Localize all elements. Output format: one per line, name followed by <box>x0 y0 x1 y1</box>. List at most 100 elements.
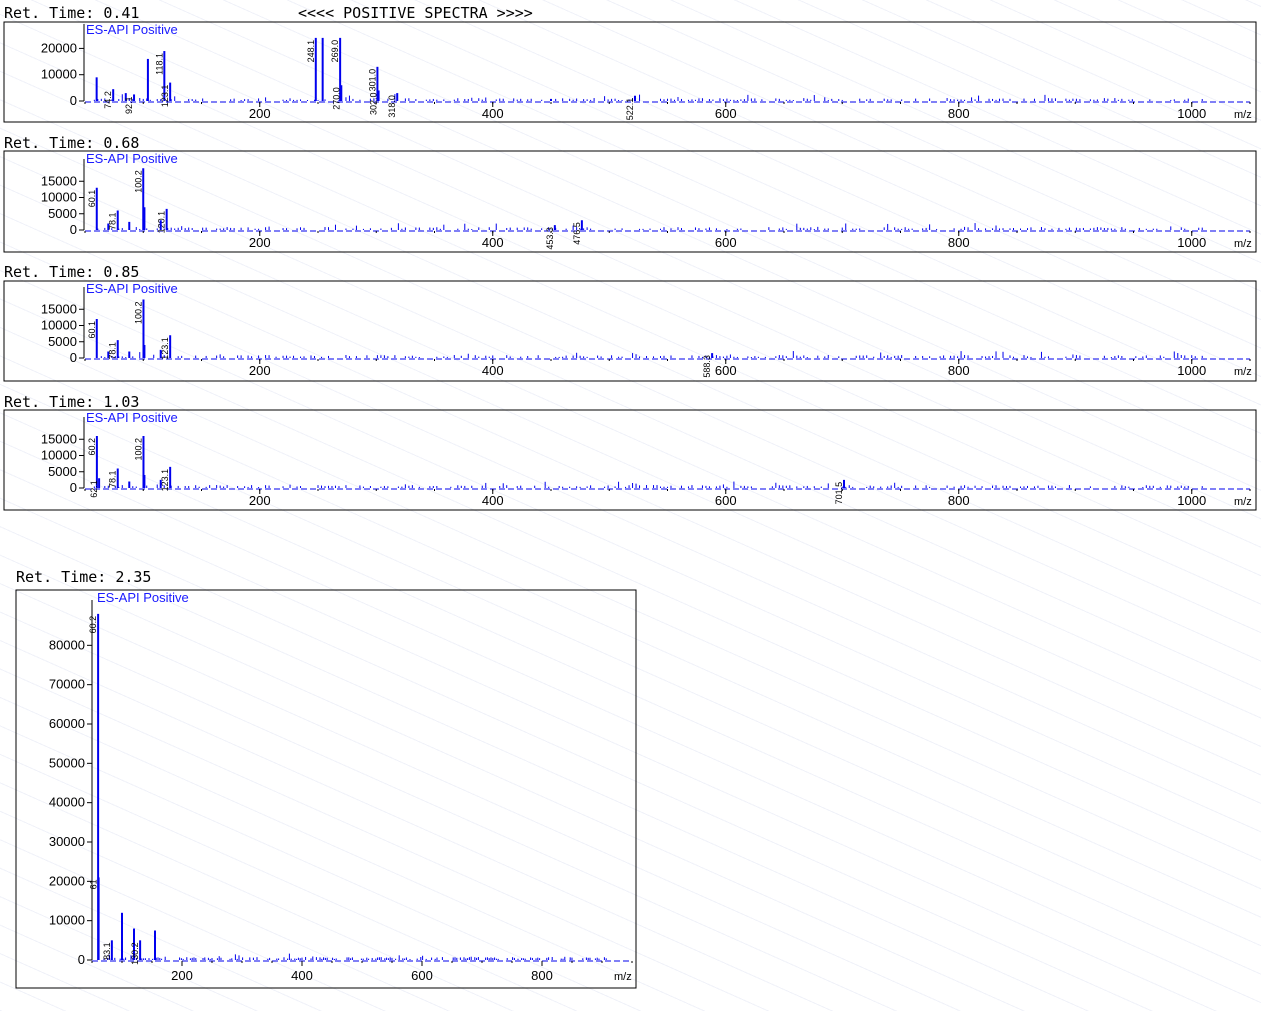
x-tick-label: 800 <box>948 106 970 121</box>
y-tick-label: 10000 <box>41 67 77 82</box>
x-tick-label: 400 <box>482 493 504 508</box>
x-tick-label: 200 <box>249 363 271 378</box>
plot-frame <box>3 409 1257 511</box>
peak-label: 270.0 <box>331 87 341 110</box>
y-tick-label: 40000 <box>49 795 85 810</box>
x-tick-label: 1000 <box>1177 106 1206 121</box>
x-tick-label: 600 <box>715 106 737 121</box>
y-tick-label: 10000 <box>41 318 77 333</box>
x-tick-label: 800 <box>948 363 970 378</box>
peak-label: 123.1 <box>160 337 170 360</box>
x-tick-label: 200 <box>249 106 271 121</box>
y-tick-label: 0 <box>70 350 77 365</box>
peak-label: 701.5 <box>834 482 844 505</box>
x-tick-label: 1000 <box>1177 493 1206 508</box>
rt-label-4: Ret. Time: 1.03 <box>4 393 140 411</box>
y-tick-label: 0 <box>70 222 77 237</box>
x-tick-label: 800 <box>948 235 970 250</box>
peak-label: 78.1 <box>108 342 118 360</box>
y-tick-label: 0 <box>78 952 85 967</box>
peak-label: 100.2 <box>133 438 143 461</box>
peak-label: 248.1 <box>306 40 316 63</box>
y-tick-label: 0 <box>70 93 77 108</box>
y-tick-label: 80000 <box>49 637 85 652</box>
trace-label: ES-API Positive <box>86 22 178 37</box>
y-tick-label: 5000 <box>48 334 77 349</box>
y-tick-label: 60000 <box>49 716 85 731</box>
y-tick-label: 50000 <box>49 755 85 770</box>
peak-label: 100.2 <box>133 170 143 193</box>
y-tick-label: 10000 <box>49 913 85 928</box>
x-tick-label: 400 <box>482 106 504 121</box>
x-tick-label: 800 <box>948 493 970 508</box>
peak-label: 123.1 <box>160 85 170 108</box>
peak-label: 100.2 <box>133 302 143 325</box>
y-tick-label: 0 <box>70 480 77 495</box>
x-tick-label: 600 <box>715 493 737 508</box>
peak-label: 453.3 <box>545 227 555 250</box>
peak-label: 269.0 <box>330 40 340 63</box>
peak-label: 476.5 <box>572 222 582 245</box>
peak-label: 60.1 <box>87 321 97 339</box>
trace-label: ES-API Positive <box>86 281 178 296</box>
trace-label: ES-API Positive <box>97 590 189 605</box>
peak-label: 318.0 <box>387 95 397 118</box>
y-tick-label: 15000 <box>41 173 77 188</box>
peak-label: 83.1 <box>102 942 112 960</box>
trace-label: ES-API Positive <box>86 410 178 425</box>
peak-label: 62.1 <box>89 480 99 498</box>
peak-label: 92.1 <box>124 96 134 114</box>
x-tick-label: 1000 <box>1177 235 1206 250</box>
y-tick-label: 20000 <box>41 40 77 55</box>
rt-label-2: Ret. Time: 0.68 <box>4 134 140 152</box>
y-tick-label: 15000 <box>41 431 77 446</box>
x-tick-label: 400 <box>482 363 504 378</box>
x-unit-label: m/z <box>1234 496 1252 508</box>
peak-label: 302.0 <box>369 92 379 115</box>
peak-label: 60.1 <box>87 190 97 208</box>
page-header: <<<< POSITIVE SPECTRA >>>> <box>4 4 533 40</box>
x-tick-label: 400 <box>482 235 504 250</box>
plot-frame <box>3 280 1257 382</box>
peak-label: 130.2 <box>130 942 140 965</box>
peak-label: 60.2 <box>88 616 98 634</box>
x-tick-label: 1000 <box>1177 363 1206 378</box>
peak-label: 78.1 <box>108 213 118 231</box>
peak-label: 588.3 <box>702 355 712 378</box>
plot-frame <box>3 21 1257 123</box>
rt-label-5: Ret. Time: 2.35 <box>16 568 152 586</box>
y-tick-label: 5000 <box>48 206 77 221</box>
x-tick-label: 200 <box>249 235 271 250</box>
x-unit-label: m/z <box>614 971 632 983</box>
peak-label: 60.2 <box>87 438 97 456</box>
x-tick-label: 600 <box>715 363 737 378</box>
y-tick-label: 30000 <box>49 834 85 849</box>
peak-label: 74.2 <box>103 91 113 109</box>
spectrum-1: ES-API Positive 0 10000 20000 200 400 600 800 10… <box>3 21 1257 123</box>
x-unit-label: m/z <box>1234 366 1252 378</box>
x-tick-label: 400 <box>291 968 313 983</box>
peak-label: 301.0 <box>367 69 377 92</box>
plot-frame <box>15 589 637 989</box>
y-tick-label: 15000 <box>41 301 77 316</box>
y-tick-label: 20000 <box>49 873 85 888</box>
spectrum-5: ES-API Positive 0 10000 20000 30000 40000 5000… <box>15 589 637 989</box>
plot-frame <box>3 150 1257 253</box>
x-unit-label: m/z <box>1234 109 1252 121</box>
rt-label-3: Ret. Time: 0.85 <box>4 263 140 281</box>
x-tick-label: 200 <box>171 968 193 983</box>
rt-label-1: Ret. Time: 0.41 <box>4 4 140 22</box>
peak-label: 118.1 <box>154 53 164 75</box>
y-tick-label: 5000 <box>48 464 77 479</box>
x-tick-label: 600 <box>715 235 737 250</box>
y-tick-label: 10000 <box>41 190 77 205</box>
trace-label: ES-API Positive <box>86 151 178 166</box>
peak-label: 522.1 <box>625 98 635 121</box>
x-tick-label: 200 <box>249 493 271 508</box>
peak-label: 123.1 <box>160 469 170 492</box>
spectra-title: <<<< POSITIVE SPECTRA >>>> <box>298 4 533 22</box>
